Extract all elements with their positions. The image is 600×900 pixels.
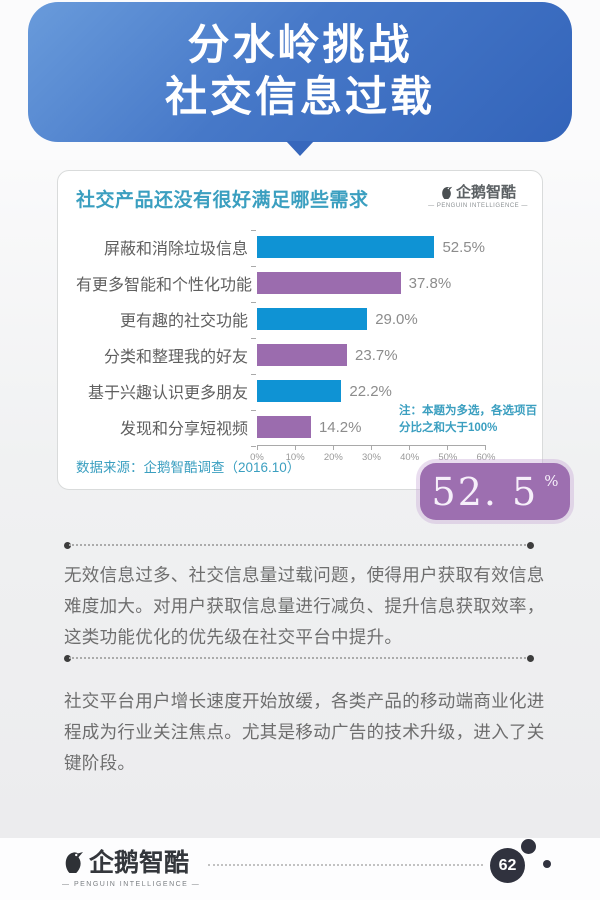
bar [257,380,342,402]
chart-card: 社交产品还没有很好满足哪些需求 企鹅智酷 — PENGUIN INTELLIGE… [57,170,543,490]
bar [257,272,401,294]
value-label: 52.5% [442,238,485,256]
banner-pointer-arrow [286,141,314,156]
category-label: 屏蔽和消除垃圾信息 [103,241,248,258]
badge-value: 52. 5 [431,469,539,514]
header-banner: 分水岭挑战 社交信息过载 [28,2,572,142]
divider-line [69,657,529,659]
chart-row: 基于兴趣认识更多朋友 22.2% [76,373,526,409]
brand-name: 企鹅智酷 [455,184,516,201]
x-axis-labels: 0% 10% 20% 30% 40% 50% 60% [250,450,495,463]
category-label: 更有趣的社交功能 [119,313,248,330]
x-tick-label: 50% [438,452,458,463]
bar-track: 37.8% [257,272,485,294]
card-brand-logo: 企鹅智酷 — PENGUIN INTELLIGENCE — [428,181,528,209]
chart-rows: 屏蔽和消除垃圾信息 52.5% 有更多智能和个性化功能 37.8% 更有趣的社交… [76,229,526,447]
footer-brand-logo: 企鹅智酷 — PENGUIN INTELLIGENCE — [62,843,200,888]
category-label: 有更多智能和个性化功能 [76,277,253,294]
bar [257,236,435,258]
footer-dotted-line [208,864,483,866]
paragraph: 社交平台用户增长速度开始放缓，各类产品的移动端商业化进程成为行业关注焦点。尤其是… [64,691,545,774]
chart-row: 有更多智能和个性化功能 37.8% [76,265,526,301]
bar [257,416,311,438]
bar-track: 22.2% [257,380,485,402]
bar-track: 14.2% [257,416,485,438]
value-label: 23.7% [355,346,398,364]
footer-brand-row: 企鹅智酷 [62,843,200,879]
value-label: 22.2% [349,382,392,400]
divider-line [69,544,529,546]
category-label: 发现和分享短视频 [119,421,248,438]
chart-note: 注：本题为多选，各选项百分比之和大于100% [399,405,537,435]
value-label: 37.8% [408,274,452,292]
chart-row: 更有趣的社交功能 29.0% [76,301,526,337]
bar-track: 52.5% [257,236,485,258]
footer-brand-name: 企鹅智酷 [89,849,190,877]
y-axis-ticks [251,230,256,447]
bar-track: 23.7% [257,344,485,366]
brand-name-row: 企鹅智酷 [428,181,528,202]
penguin-icon [442,186,453,199]
paragraph: 无效信息过多、社交信息量过载问题，使得用户获取有效信息难度加大。对用户获取信息量… [64,565,545,648]
value-label: 29.0% [375,310,418,328]
x-tick-label: 40% [400,452,420,463]
x-tick-label: 20% [323,452,343,463]
decorative-dot [543,860,551,868]
page-title-line2: 社交信息过载 [164,73,435,120]
category-label: 分类和整理我的好友 [103,349,248,366]
bar [257,308,368,330]
x-axis [257,445,486,450]
page-title-line1: 分水岭挑战 [187,21,413,68]
x-tick-label: 30% [361,452,382,463]
x-tick-label: 60% [476,452,496,463]
decorative-circle [521,839,536,854]
bar-track: 29.0% [257,308,485,330]
bar-chart: 屏蔽和消除垃圾信息 52.5% 有更多智能和个性化功能 37.8% 更有趣的社交… [76,229,526,463]
data-source: 数据来源：企鹅智酷调查（2016.10） [76,460,301,475]
chart-row: 分类和整理我的好友 23.7% [76,337,526,373]
x-tick-label: 0% [250,452,264,463]
category-label: 基于兴趣认识更多朋友 [87,385,248,402]
x-tick-label: 10% [285,452,305,463]
chart-row: 屏蔽和消除垃圾信息 52.5% [76,229,526,265]
brand-subtitle: — PENGUIN INTELLIGENCE — [428,203,528,209]
bar [257,344,348,366]
dotted-divider [64,542,534,549]
penguin-icon [65,852,83,873]
footer-brand-subtitle: — PENGUIN INTELLIGENCE — [62,881,201,888]
value-label: 14.2% [318,418,362,436]
chart-title: 社交产品还没有很好满足哪些需求 [76,190,369,211]
dotted-divider [64,655,534,662]
page-number-badge: 62 [490,848,525,883]
chart-row: 发现和分享短视频 14.2% [76,409,526,445]
badge-unit: % [544,472,559,490]
highlight-badge: 52. 5 % [420,463,570,520]
